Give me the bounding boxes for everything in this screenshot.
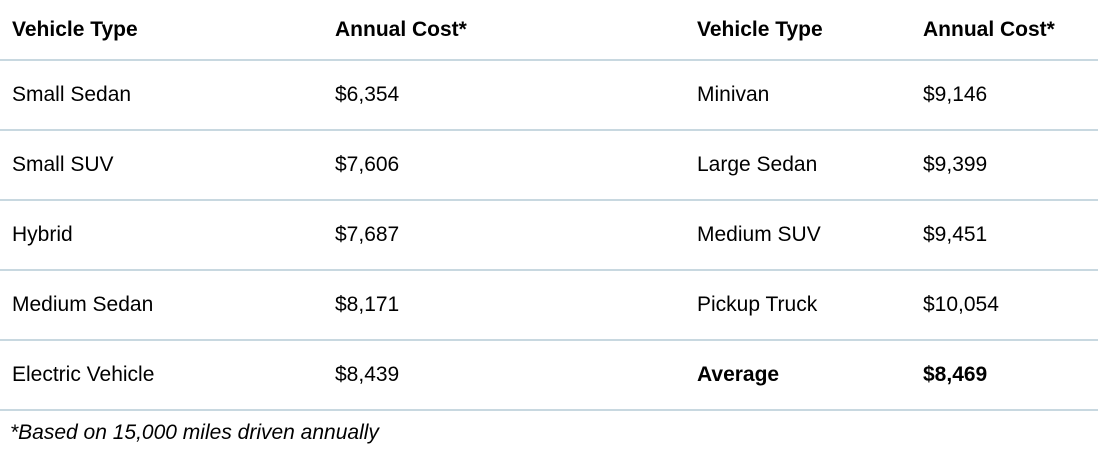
annual-cost-cell: $7,687 xyxy=(323,200,685,271)
vehicle-type-cell: Medium Sedan xyxy=(0,270,323,341)
header-row: Vehicle Type Annual Cost* Vehicle Type A… xyxy=(0,0,1098,61)
col-header-annual-cost-left: Annual Cost* xyxy=(323,0,685,61)
annual-driving-cost-table: Vehicle Type Annual Cost* Vehicle Type A… xyxy=(0,0,1098,411)
annual-cost-cell: $6,354 xyxy=(323,60,685,131)
col-header-annual-cost-right: Annual Cost* xyxy=(911,0,1098,61)
footnote: *Based on 15,000 miles driven annually xyxy=(10,421,379,444)
annual-cost-cell: $10,054 xyxy=(911,270,1098,341)
annual-cost-cell: $7,606 xyxy=(323,130,685,201)
annual-cost-cell: $9,451 xyxy=(911,200,1098,271)
annual-cost-cell: $8,439 xyxy=(323,340,685,411)
annual-cost-cell: $9,146 xyxy=(911,60,1098,131)
average-value-cell: $8,469 xyxy=(911,340,1098,411)
vehicle-type-cell: Small Sedan xyxy=(0,60,323,131)
table-row: Electric Vehicle $8,439 Average $8,469 xyxy=(0,340,1098,411)
vehicle-type-cell: Minivan xyxy=(685,60,911,131)
annual-cost-cell: $8,171 xyxy=(323,270,685,341)
vehicle-type-cell: Electric Vehicle xyxy=(0,340,323,411)
table-row: Hybrid $7,687 Medium SUV $9,451 xyxy=(0,200,1098,271)
col-header-vehicle-type-right: Vehicle Type xyxy=(685,0,911,61)
table-row: Medium Sedan $8,171 Pickup Truck $10,054 xyxy=(0,270,1098,341)
vehicle-type-cell: Hybrid xyxy=(0,200,323,271)
average-label-cell: Average xyxy=(685,340,911,411)
col-header-vehicle-type-left: Vehicle Type xyxy=(0,0,323,61)
vehicle-type-cell: Medium SUV xyxy=(685,200,911,271)
vehicle-type-cell: Pickup Truck xyxy=(685,270,911,341)
vehicle-type-cell: Large Sedan xyxy=(685,130,911,201)
table-row: Small SUV $7,606 Large Sedan $9,399 xyxy=(0,130,1098,201)
table-row: Small Sedan $6,354 Minivan $9,146 xyxy=(0,60,1098,131)
vehicle-type-cell: Small SUV xyxy=(0,130,323,201)
annual-cost-cell: $9,399 xyxy=(911,130,1098,201)
